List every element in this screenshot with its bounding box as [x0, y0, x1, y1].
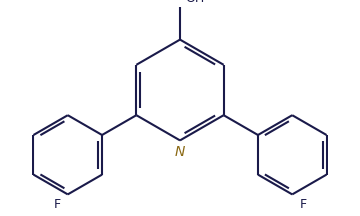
Text: F: F: [53, 198, 60, 211]
Text: F: F: [300, 198, 307, 211]
Text: OH: OH: [185, 0, 204, 5]
Text: N: N: [175, 145, 185, 159]
